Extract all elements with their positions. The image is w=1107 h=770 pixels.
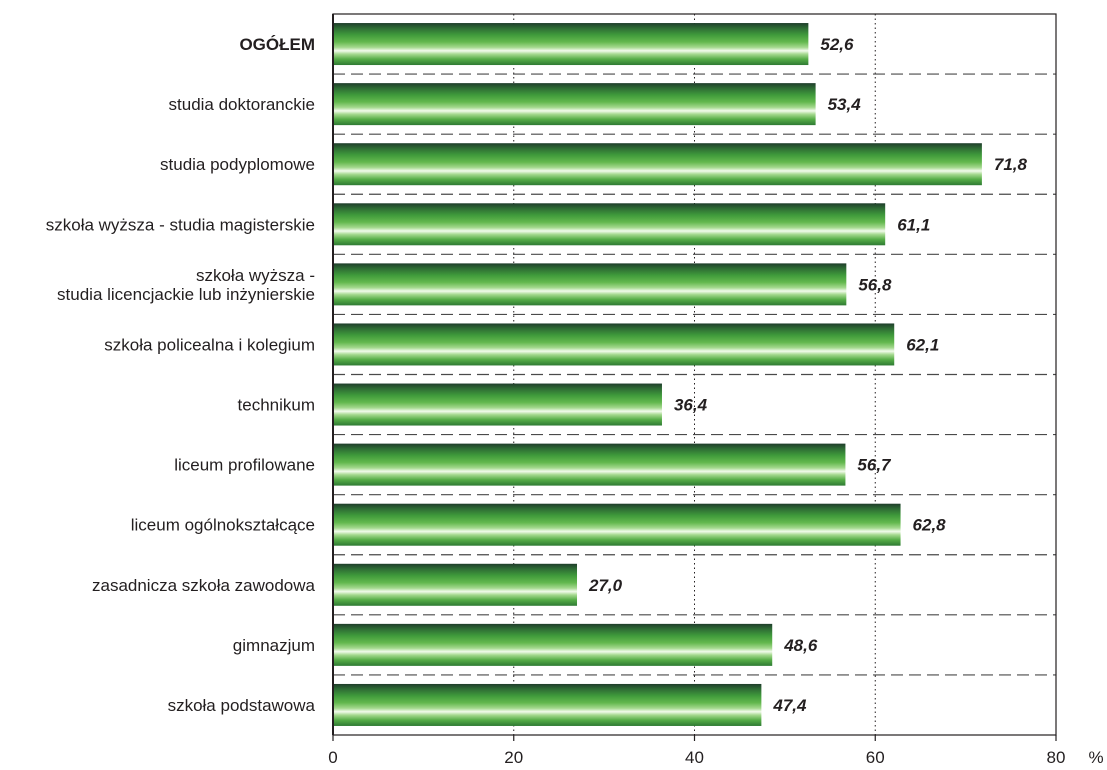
grid-layer <box>333 14 1056 735</box>
value-label-10: 48,6 <box>783 636 818 655</box>
bar-8 <box>333 503 901 546</box>
bar-7 <box>333 443 846 486</box>
value-label-6: 36,4 <box>674 396 708 415</box>
category-label-10: gimnazjum <box>233 636 315 655</box>
category-label-line: liceum ogólnokształcące <box>131 516 315 535</box>
labels-layer: 52,6 OGÓŁEM 53,4 studia doktoranckie 71,8 stu… <box>46 35 1028 715</box>
category-label-2: studia podyplomowe <box>160 155 315 174</box>
bar-6 <box>333 383 662 426</box>
category-label-8: liceum ogólnokształcące <box>131 516 315 535</box>
category-label-1: studia doktoranckie <box>169 95 315 114</box>
axis-layer: 0 20 40 60 80% <box>328 13 1104 767</box>
category-label-line: liceum profilowane <box>174 456 315 475</box>
bar-0 <box>333 23 809 66</box>
bar-4 <box>333 263 847 306</box>
category-label-9: zasadnicza szkoła zawodowa <box>92 576 316 595</box>
category-label-3: szkoła wyższa - studia magisterskie <box>46 215 315 234</box>
value-label-0: 52,6 <box>820 35 854 54</box>
bar-11 <box>333 683 762 726</box>
value-label-5: 62,1 <box>906 335 939 354</box>
category-label-line: szkoła wyższa - studia magisterskie <box>46 215 315 234</box>
bar-9 <box>333 563 578 606</box>
value-label-11: 47,4 <box>772 696 807 715</box>
bar-5 <box>333 323 895 366</box>
x-tick-label-40: 40 <box>685 748 704 767</box>
category-label-6: technikum <box>238 396 315 415</box>
x-tick-label-60: 60 <box>866 748 885 767</box>
value-label-3: 61,1 <box>897 215 930 234</box>
category-label-line: studia podyplomowe <box>160 155 315 174</box>
bar-3 <box>333 203 886 246</box>
value-label-2: 71,8 <box>994 155 1028 174</box>
value-label-8: 62,8 <box>913 516 947 535</box>
value-label-4: 56,8 <box>858 275 892 294</box>
x-unit-label: % <box>1088 748 1103 767</box>
value-label-1: 53,4 <box>828 95 862 114</box>
x-tick-label-0: 0 <box>328 748 337 767</box>
category-label-5: szkoła policealna i kolegium <box>104 335 315 354</box>
category-label-7: liceum profilowane <box>174 456 315 475</box>
category-label-line: zasadnicza szkoła zawodowa <box>92 576 316 595</box>
category-label-line: szkoła podstawowa <box>168 696 316 715</box>
category-label-line: gimnazjum <box>233 636 315 655</box>
category-label-line: szkoła wyższa - <box>196 266 315 285</box>
category-label-0: OGÓŁEM <box>239 35 315 54</box>
category-label-line: studia doktoranckie <box>169 95 315 114</box>
category-label-line: OGÓŁEM <box>239 35 315 54</box>
bar-2 <box>333 143 982 186</box>
category-label-11: szkoła podstawowa <box>168 696 316 715</box>
x-tick-label-80: 80 <box>1047 748 1066 767</box>
category-label-line: technikum <box>238 396 315 415</box>
bar-10 <box>333 623 773 666</box>
category-label-line: szkoła policealna i kolegium <box>104 335 315 354</box>
value-label-7: 56,7 <box>857 456 892 475</box>
x-tick-label-20: 20 <box>504 748 523 767</box>
category-label-4: szkoła wyższa -studia licencjackie lub i… <box>57 266 315 304</box>
category-label-line: studia licencjackie lub inżynierskie <box>57 285 315 304</box>
value-label-9: 27,0 <box>588 576 623 595</box>
bars-layer <box>333 23 982 726</box>
bar-1 <box>333 83 816 126</box>
